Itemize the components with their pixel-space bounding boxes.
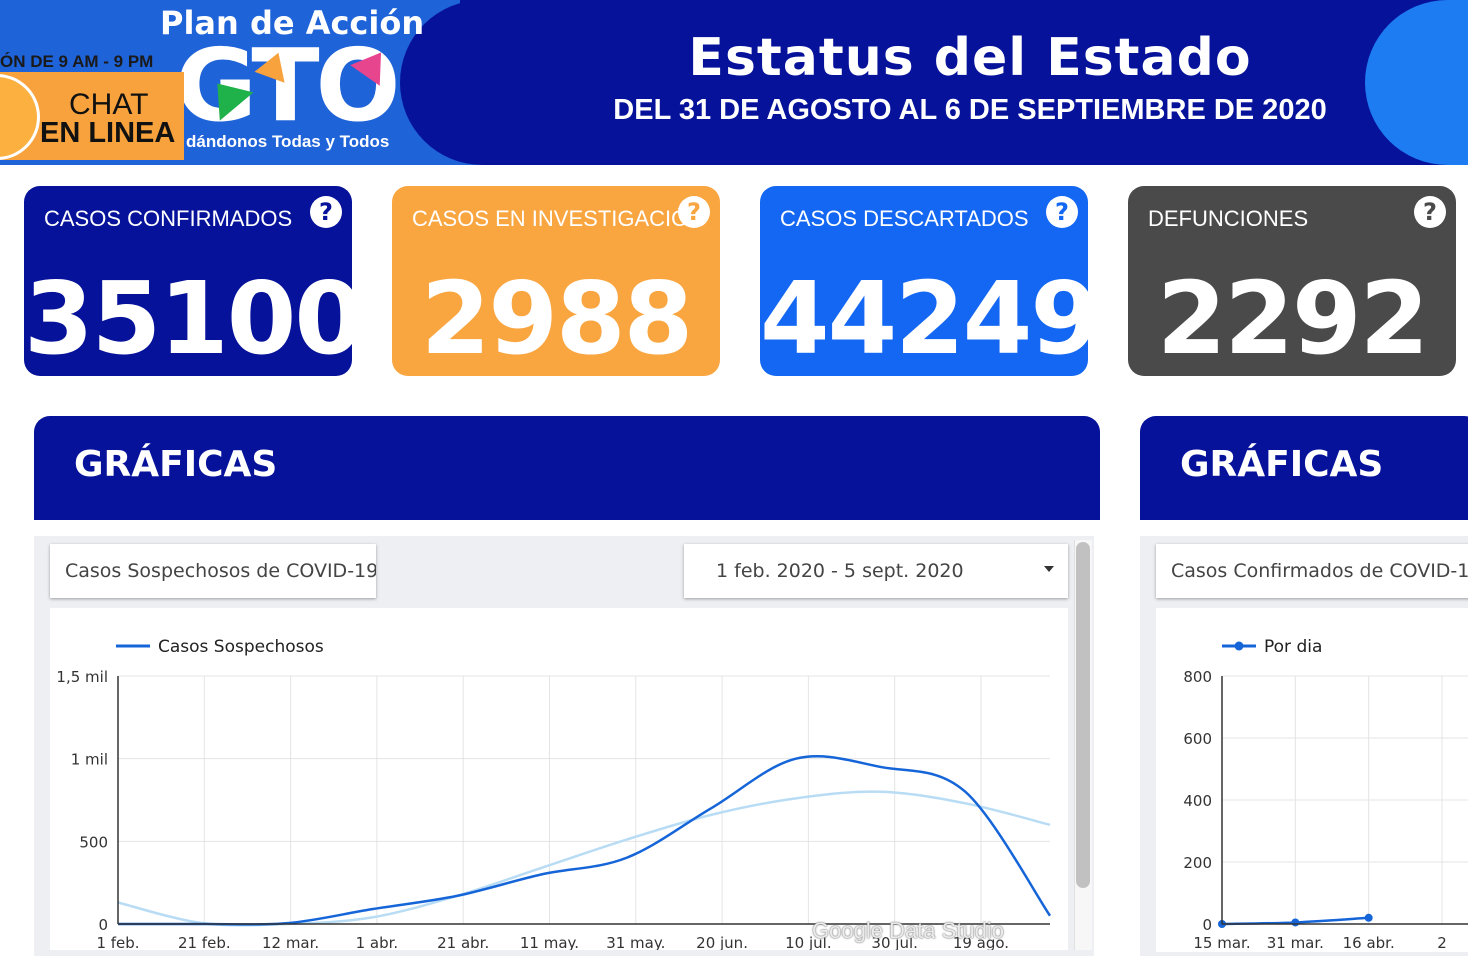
filter-confirmed-cases[interactable]: Casos Confirmados de COVID-19 — [1156, 544, 1468, 598]
card-deaths: DEFUNCIONES ? 2292 — [1128, 186, 1456, 376]
date-range-selector[interactable]: 1 feb. 2020 - 5 sept. 2020 — [684, 544, 1068, 598]
x-tick-label: 11 may. — [520, 934, 579, 950]
page-subtitle: DEL 31 DE AGOSTO AL 6 DE SEPTIEMBRE DE 2… — [613, 94, 1327, 126]
card-cases-investigation: CASOS EN INVESTIGACIÓN ? 2988 — [392, 186, 720, 376]
x-tick-label: 10 jul. — [785, 934, 831, 950]
panel-title: GRÁFICAS — [74, 444, 278, 485]
trend-line — [117, 790, 1051, 927]
legend: Por dia — [1222, 637, 1322, 657]
data-point — [1364, 913, 1373, 922]
grid — [1221, 675, 1468, 925]
filter-suspected-cases[interactable]: Casos Sospechosos de COVID-19 — [50, 544, 376, 598]
card-value: 35100 — [24, 260, 352, 376]
date-range-label: 1 feb. 2020 - 5 sept. 2020 — [716, 560, 964, 582]
card-discarded-cases: CASOS DESCARTADOS ? 44249 — [760, 186, 1088, 376]
x-tick-label: 31 mar. — [1267, 934, 1324, 952]
x-tick-label: 21 abr. — [437, 934, 489, 950]
caret-down-icon[interactable] — [1044, 566, 1054, 572]
x-tick-label: 1 feb. — [96, 934, 139, 950]
x-tick-label: 2 — [1437, 934, 1447, 952]
plan-logo-title: Plan de Acción — [160, 4, 425, 42]
x-tick-label: 15 mar. — [1193, 934, 1250, 952]
chat-hours-label: ÓN DE 9 AM - 9 PM — [0, 52, 154, 71]
header-title-panel — [400, 0, 1468, 165]
card-value: 2292 — [1156, 260, 1429, 376]
card-confirmed-cases: CASOS CONFIRMADOS ? 35100 — [24, 186, 352, 376]
confirmed-chart-area: 0 200 400 600 800 15 mar. 31 mar. 16 abr. 2 Por … — [1156, 608, 1468, 952]
watermark: Google Data Studio — [812, 918, 1005, 943]
series-line — [117, 755, 1052, 926]
y-tick-label: 1,5 mil — [56, 668, 108, 686]
scrollbar-thumb[interactable] — [1076, 542, 1090, 888]
y-tick-label: 1 mil — [71, 751, 108, 769]
help-icon[interactable]: ? — [310, 196, 342, 228]
legend-label: Por dia — [1264, 637, 1322, 657]
x-tick-label: 21 feb. — [178, 934, 231, 950]
help-icon[interactable]: ? — [1414, 196, 1446, 228]
y-tick-label: 500 — [79, 833, 108, 851]
x-tick-label: 20 jun. — [696, 934, 748, 950]
card-label: CASOS EN INVESTIGACIÓN — [412, 206, 705, 231]
card-value: 2988 — [420, 260, 693, 376]
card-label: DEFUNCIONES — [1148, 206, 1309, 231]
chat-label-line2[interactable]: EN LINEA — [40, 117, 176, 149]
graficas-panel-header-2: GRÁFICAS — [1140, 416, 1468, 520]
confirmed-cases-chart: 0 200 400 600 800 15 mar. 31 mar. 16 abr. 2 Por … — [1183, 637, 1468, 952]
x-tick-label: 1 abr. — [356, 934, 399, 950]
panel-title: GRÁFICAS — [1180, 444, 1384, 485]
trend-series — [117, 790, 1051, 927]
page-title: Estatus del Estado — [688, 28, 1252, 88]
suspected-chart-area: 0 500 1 mil 1,5 mil 1 feb. 21 feb. 12 mar. 1 ab… — [50, 608, 1068, 952]
x-tick-label: 31 may. — [606, 934, 665, 950]
help-icon[interactable]: ? — [1046, 196, 1078, 228]
x-tick-label: 30 jul. — [871, 934, 917, 950]
legend-label: Casos Sospechosos — [158, 637, 324, 657]
y-tick-label: 200 — [1183, 854, 1212, 872]
series-line-casos-sospechosos — [117, 755, 1052, 926]
graficas-panel-header: GRÁFICAS — [34, 416, 1100, 520]
chat-label-line1[interactable]: CHAT — [69, 88, 149, 121]
grid — [117, 675, 1050, 925]
gto-logo: GTO — [175, 27, 401, 144]
header-banner: Estatus del Estado DEL 31 DE AGOSTO AL 6… — [0, 0, 1468, 165]
card-label: CASOS DESCARTADOS — [780, 206, 1029, 231]
y-tick-label: 0 — [98, 916, 108, 934]
y-tick-label: 800 — [1183, 668, 1212, 686]
legend: Casos Sospechosos — [116, 637, 324, 657]
x-tick-label: 16 abr. — [1343, 934, 1395, 952]
axes: 0 200 400 600 800 15 mar. 31 mar. 16 abr. 2 — [1183, 668, 1468, 952]
y-tick-label: 600 — [1183, 730, 1212, 748]
y-tick-label: 0 — [1202, 916, 1212, 934]
legend-marker — [1234, 641, 1244, 651]
help-icon[interactable]: ? — [678, 196, 710, 228]
x-tick-label: 12 mar. — [262, 934, 319, 950]
plan-tagline: dándonos Todas y Todos — [186, 132, 390, 151]
card-label: CASOS CONFIRMADOS — [44, 206, 293, 231]
axes: 0 500 1 mil 1,5 mil 1 feb. 21 feb. 12 mar. 1 ab… — [56, 668, 1050, 952]
y-tick-label: 400 — [1183, 792, 1212, 810]
x-tick-label: 19 ago. — [953, 934, 1009, 950]
data-point — [1291, 918, 1300, 927]
card-value: 44249 — [760, 260, 1088, 376]
suspected-cases-chart: 0 500 1 mil 1,5 mil 1 feb. 21 feb. 12 mar. 1 ab… — [56, 637, 1052, 952]
